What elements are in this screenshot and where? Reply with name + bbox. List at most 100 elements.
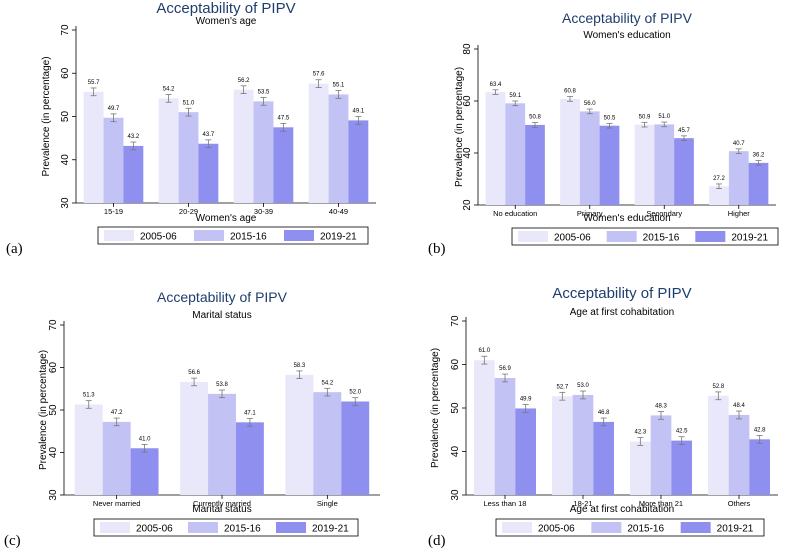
bar-2005-06 <box>285 374 314 495</box>
data-label: 61.0 <box>478 348 490 354</box>
data-label: 45.7 <box>678 128 690 134</box>
x-tick-label: Primary <box>577 209 603 218</box>
x-tick-label: Never married <box>93 499 141 508</box>
bar-2019-21 <box>749 439 771 495</box>
data-label: 56.0 <box>584 101 596 107</box>
legend-label: 2005-06 <box>140 232 177 243</box>
y-axis-label: Prevalence (in percentage) <box>430 348 441 468</box>
legend-label: 2015-16 <box>224 524 261 535</box>
y-tick-label: 40 <box>48 447 59 459</box>
bar-2019-21 <box>198 143 219 203</box>
data-label: 55.7 <box>88 80 100 86</box>
legend-label: 2005-06 <box>538 524 575 535</box>
data-label: 60.8 <box>564 89 576 95</box>
bar-2005-06 <box>158 98 179 203</box>
chart-subtitle: Women's age <box>196 16 257 27</box>
x-axis-label: Marital status <box>192 504 251 515</box>
bar-2005-06 <box>74 404 103 495</box>
bar-2005-06 <box>707 395 729 495</box>
bar-2019-21 <box>593 421 615 495</box>
legend-label: 2015-16 <box>230 232 267 243</box>
legend-label: 2019-21 <box>731 233 768 244</box>
data-label: 52.0 <box>349 390 361 396</box>
y-tick-label: 40 <box>450 446 461 458</box>
bar-2015-16 <box>654 124 675 205</box>
x-tick-label: More than 21 <box>639 499 683 508</box>
bar-2015-16 <box>572 394 594 495</box>
data-label: 43.2 <box>128 134 140 140</box>
bar-2019-21 <box>130 448 159 495</box>
legend-label: 2019-21 <box>320 232 357 243</box>
data-label: 40.7 <box>733 141 745 147</box>
chart-subtitle: Women's education <box>583 30 670 41</box>
data-label: 42.3 <box>634 430 646 436</box>
chart-title: Acceptability of PIPV <box>552 285 691 302</box>
legend-swatch-2005-06 <box>502 522 532 533</box>
y-axis-label: Prevalence (in percentage) <box>38 350 49 470</box>
data-label: 47.1 <box>244 411 256 417</box>
y-tick-label: 60 <box>450 359 461 371</box>
x-tick-label: Secondary <box>646 209 682 218</box>
legend-swatch-2019-21 <box>284 230 314 241</box>
bar-2015-16 <box>328 94 349 203</box>
bar-2019-21 <box>674 138 694 205</box>
data-label: 56.6 <box>188 370 200 376</box>
data-label: 50.9 <box>639 114 651 120</box>
legend-swatch-2019-21 <box>680 522 711 533</box>
y-tick-label: 80 <box>462 43 473 55</box>
y-tick-label: 30 <box>60 197 71 209</box>
bar-2005-06 <box>180 381 209 495</box>
y-tick-label: 30 <box>48 489 59 501</box>
data-label: 36.2 <box>753 153 765 159</box>
x-tick-label: Higher <box>728 209 751 218</box>
x-axis-label: Age at first cohabitation <box>570 504 675 515</box>
data-label: 42.5 <box>676 429 688 435</box>
data-label: 54.2 <box>321 380 333 386</box>
x-tick-label: 40-49 <box>329 207 348 216</box>
legend-swatch-2005-06 <box>518 231 548 242</box>
data-label: 53.8 <box>216 382 228 388</box>
y-tick-label: 50 <box>48 404 59 416</box>
legend-swatch-2005-06 <box>100 522 130 533</box>
legend-label: 2019-21 <box>717 524 754 535</box>
data-label: 56.2 <box>238 78 250 84</box>
data-label: 51.3 <box>83 393 95 399</box>
bar-2015-16 <box>103 117 124 203</box>
bar-2015-16 <box>253 101 274 203</box>
y-tick-label: 30 <box>450 489 461 501</box>
legend-label: 2005-06 <box>136 524 173 535</box>
data-label: 63.4 <box>490 82 502 88</box>
data-label: 53.0 <box>577 383 589 389</box>
data-label: 47.5 <box>278 115 290 121</box>
data-label: 50.8 <box>529 115 541 121</box>
y-tick-label: 20 <box>462 199 473 211</box>
chart-title: Acceptability of PIPV <box>156 0 295 17</box>
x-axis-label: Women's age <box>196 213 257 224</box>
data-label: 51.0 <box>183 100 195 106</box>
bar-2005-06 <box>233 89 254 203</box>
bar-2005-06 <box>308 83 329 203</box>
y-tick-label: 70 <box>450 315 461 327</box>
bar-2019-21 <box>515 408 537 495</box>
data-label: 49.1 <box>353 109 365 115</box>
data-label: 52.8 <box>712 384 724 390</box>
legend-label: 2005-06 <box>554 233 591 244</box>
chart-marital-status: Acceptability of PIPV Marital status 30 40 5… <box>38 289 380 537</box>
bar-2019-21 <box>123 145 144 203</box>
bar-2015-16 <box>208 393 236 495</box>
legend-swatch-2015-16 <box>188 522 218 533</box>
chart-subtitle: Age at first cohabitation <box>570 307 675 318</box>
x-tick-label: 15-19 <box>104 207 123 216</box>
data-label: 52.7 <box>556 384 568 390</box>
x-axis-label: Women's education <box>583 213 670 224</box>
bar-2015-16 <box>728 414 750 495</box>
x-tick-label: 30-39 <box>254 207 273 216</box>
x-tick-label: 18-21 <box>573 499 592 508</box>
y-tick-label: 60 <box>462 95 473 107</box>
legend-swatch-2015-16 <box>194 230 224 241</box>
bar-2015-16 <box>579 111 600 205</box>
y-tick-label: 60 <box>48 362 59 374</box>
data-label: 57.6 <box>313 72 325 78</box>
bar-2005-06 <box>485 92 506 205</box>
data-label: 42.8 <box>754 427 766 433</box>
